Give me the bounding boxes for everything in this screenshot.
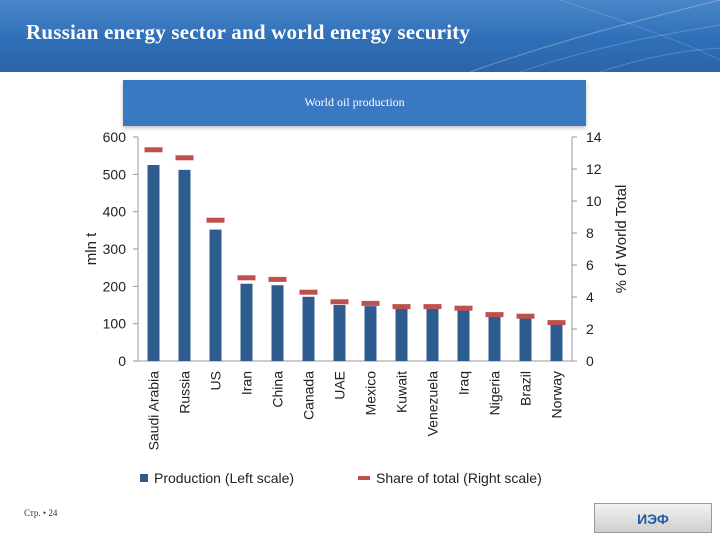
- y-tick-label: 0: [118, 353, 126, 369]
- y2-tick-label: 0: [586, 353, 594, 369]
- chart-title: World oil production: [304, 95, 405, 109]
- share-marker: [299, 289, 318, 295]
- y2-tick-label: 12: [586, 161, 602, 177]
- share-marker: [206, 217, 225, 223]
- share-marker: [330, 299, 349, 305]
- x-tick-label: China: [270, 371, 286, 408]
- share-marker: [454, 305, 473, 311]
- y2-tick-label: 4: [586, 289, 594, 305]
- header-bar: Russian energy sector and world energy s…: [0, 0, 720, 72]
- share-marker: [423, 304, 442, 310]
- bar: [271, 285, 284, 361]
- bar: [457, 309, 470, 361]
- y2-tick-label: 6: [586, 257, 594, 273]
- y2-tick-label: 2: [586, 321, 594, 337]
- bar: [178, 169, 191, 361]
- y-tick-label: 400: [103, 204, 127, 220]
- logo-text: ИЭФ: [637, 511, 669, 527]
- x-tick-label: Iraq: [456, 371, 472, 395]
- share-marker: [144, 147, 163, 153]
- bar: [426, 308, 439, 361]
- bar: [302, 296, 315, 361]
- share-marker: [392, 304, 411, 310]
- header-decoration: [469, 0, 720, 72]
- share-marker: [268, 276, 287, 282]
- legend-label-share: Share of total (Right scale): [376, 470, 542, 486]
- logo: ИЭФ: [594, 503, 712, 533]
- bar: [364, 306, 377, 361]
- y2-axis-label: % of World Total: [613, 185, 630, 294]
- bar: [519, 318, 532, 361]
- y2-tick-label: 10: [586, 193, 602, 209]
- bar: [488, 316, 501, 361]
- share-marker: [485, 312, 504, 318]
- chart-title-banner: World oil production: [123, 80, 586, 126]
- page-title: Russian energy sector and world energy s…: [26, 20, 471, 44]
- x-tick-label: Mexico: [363, 371, 379, 416]
- share-marker: [361, 300, 380, 306]
- y-tick-label: 100: [103, 316, 127, 332]
- x-tick-label: US: [208, 371, 224, 390]
- x-tick-label: Saudi Arabia: [146, 371, 162, 451]
- chart: 0 100 200 300 400 500 600 0 2 4 6 8 10 12 14 mln t % of …: [83, 129, 630, 486]
- legend-label-production: Production (Left scale): [154, 470, 294, 486]
- y-tick-label: 300: [103, 241, 127, 257]
- x-tick-label: Venezuela: [425, 371, 441, 437]
- bar: [395, 308, 408, 361]
- y-tick-label: 200: [103, 278, 127, 294]
- bar: [209, 229, 222, 361]
- x-tick-label: Russia: [177, 371, 193, 414]
- bar: [550, 324, 563, 361]
- x-tick-label: Brazil: [518, 371, 534, 406]
- share-marker: [547, 320, 566, 326]
- y-tick-label: 500: [103, 166, 127, 182]
- bar: [333, 305, 346, 361]
- legend-swatch-share: [358, 476, 370, 480]
- share-marker: [516, 313, 535, 319]
- page-number: Стр. • 24: [24, 508, 58, 518]
- x-tick-label: Nigeria: [487, 371, 503, 416]
- share-marker: [175, 155, 194, 161]
- x-tick-label: UAE: [332, 371, 348, 400]
- x-tick-label: Canada: [301, 371, 317, 420]
- bar: [240, 283, 253, 361]
- x-tick-label: Norway: [549, 371, 565, 418]
- y-axis-label: mln t: [83, 232, 100, 265]
- share-marker: [237, 275, 256, 281]
- x-tick-label: Iran: [239, 371, 255, 395]
- x-tick-label: Kuwait: [394, 371, 410, 413]
- y-tick-label: 600: [103, 129, 127, 145]
- legend-swatch-production: [140, 474, 148, 482]
- y2-tick-label: 14: [586, 129, 602, 145]
- bar: [147, 165, 160, 361]
- y2-tick-label: 8: [586, 225, 594, 241]
